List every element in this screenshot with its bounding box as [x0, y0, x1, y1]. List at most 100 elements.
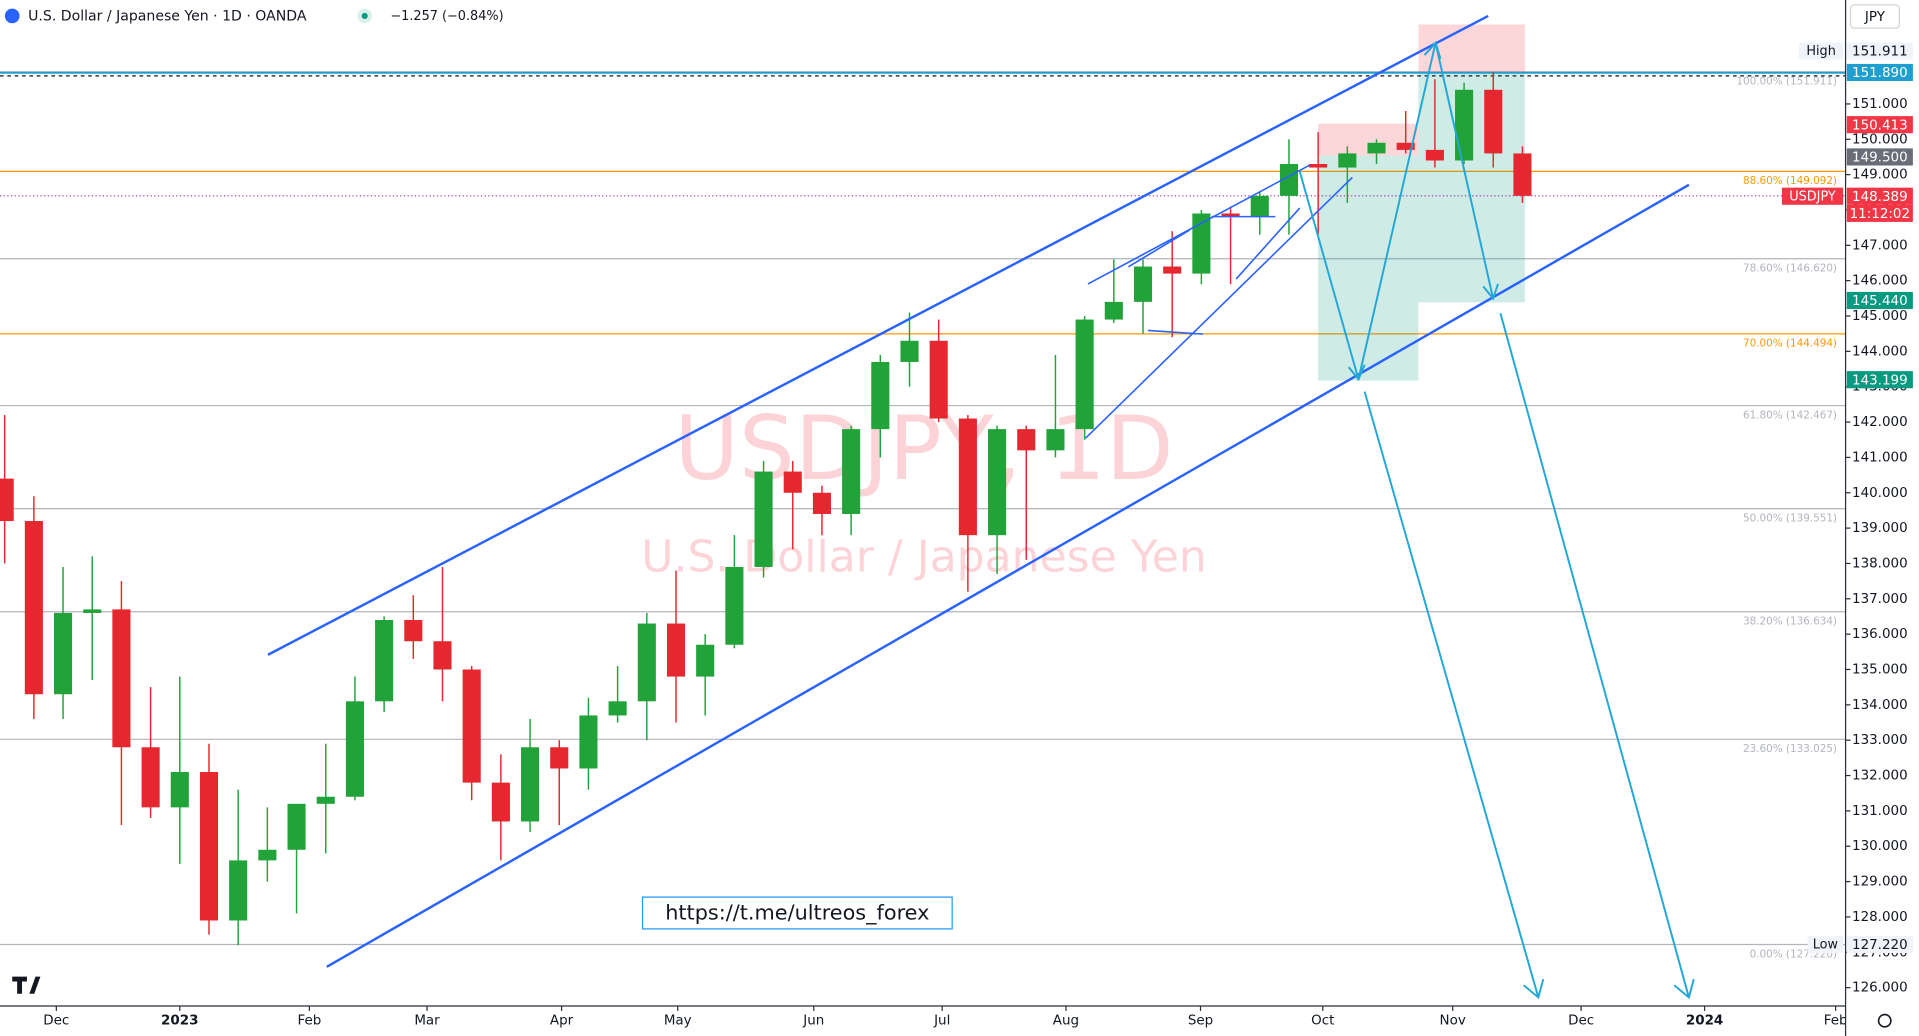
watermark-title: USDJPY, 1D	[674, 397, 1173, 500]
candle-body	[287, 803, 306, 850]
candle-body	[1163, 266, 1182, 274]
candle-body	[900, 340, 919, 362]
wedge-line	[1085, 176, 1353, 439]
y-tick-label: 129.000	[1852, 875, 1908, 890]
symbol-title: U.S. Dollar / Japanese Yen · 1D · OANDA	[28, 9, 307, 25]
y-tick-label: 126.000	[1852, 981, 1908, 996]
x-tick-label: May	[664, 1014, 692, 1029]
tv-logo	[12, 976, 41, 994]
candle-body	[579, 715, 598, 769]
projection-arrow	[1363, 391, 1540, 998]
wedge-line	[1235, 207, 1301, 280]
price-badge-label: 151.911	[1852, 45, 1908, 60]
candle-body	[491, 782, 510, 822]
candle-body	[316, 796, 335, 804]
price-axis: JPY 126.000127.000128.000129.000130.0001…	[1844, 0, 1919, 1036]
candle-body	[1104, 301, 1123, 320]
candle-body	[345, 701, 364, 797]
price-badge	[1846, 63, 1913, 82]
header: U.S. Dollar / Japanese Yen · 1D · OANDA …	[4, 8, 504, 25]
y-tick-label: 132.000	[1852, 769, 1908, 784]
candle-body	[521, 747, 540, 822]
currency[interactable]: JPY	[1864, 10, 1886, 25]
y-tick-label: 139.000	[1852, 521, 1908, 536]
price-badge-label: 148.389	[1852, 190, 1908, 205]
reward-box	[1318, 155, 1419, 381]
arrow-head	[1523, 978, 1545, 1000]
countdown-box	[1846, 204, 1913, 222]
candle-body	[53, 612, 73, 695]
price-badges: 151.911 High 151.890 150.413 149.500 148.389 U…	[1781, 42, 1913, 954]
arrow-head	[1347, 364, 1366, 382]
fib-label: 70.00% (144.494)	[1743, 338, 1837, 350]
candle-body	[1513, 153, 1532, 196]
currency-box[interactable]	[1849, 4, 1901, 29]
countdown: 11:12:02	[1850, 207, 1910, 222]
fib-label: 50.00% (139.551)	[1743, 512, 1837, 524]
candle-body	[1221, 213, 1240, 218]
candle-body	[112, 609, 131, 748]
candle-body	[1484, 89, 1503, 154]
projection-path	[1298, 42, 1495, 380]
candle-body	[1309, 164, 1328, 168]
y-tick-label: 134.000	[1852, 698, 1908, 713]
link-box	[641, 896, 953, 930]
candle-body	[1338, 153, 1357, 168]
y-tick-label: 133.000	[1852, 733, 1908, 748]
candle-body	[1017, 429, 1036, 451]
candle-body	[958, 418, 977, 536]
symbol-icon	[4, 8, 20, 24]
arrow-head	[1673, 978, 1695, 1000]
fib-label: 61.80% (142.467)	[1743, 409, 1837, 421]
price-tag-box	[1799, 42, 1844, 60]
projection-arrow	[1499, 313, 1690, 998]
y-tick-label: 141.000	[1852, 450, 1908, 465]
candle-body	[1075, 319, 1094, 430]
x-tick-label: 2023	[161, 1014, 198, 1029]
candle-body	[929, 340, 948, 419]
arrow-head	[1482, 283, 1499, 301]
y-tick-label: 140.000	[1852, 486, 1908, 501]
x-tick-label: Aug	[1053, 1014, 1079, 1029]
price-badge	[1846, 935, 1913, 954]
candle-body	[696, 644, 715, 677]
y-tick-label: 146.000	[1852, 274, 1908, 289]
candle-body	[199, 772, 219, 921]
y-tick-label: 142.000	[1852, 415, 1908, 430]
y-tick-label: 151.000	[1852, 97, 1908, 112]
x-tick-label: Jul	[933, 1014, 950, 1029]
candle-body	[754, 471, 773, 567]
price-badge-label: 145.440	[1852, 294, 1908, 309]
fib-label: 38.20% (136.634)	[1743, 616, 1837, 628]
time-axis: Dec 2023 Feb Mar Apr May Jun Jul Aug Sep Oct Nov Dec…	[0, 1005, 1919, 1036]
price-badge	[1846, 42, 1913, 60]
candle-body	[1250, 195, 1269, 218]
x-tick-label: Oct	[1311, 1014, 1334, 1029]
candle-body	[608, 701, 627, 716]
x-tick-label: Mar	[414, 1014, 440, 1029]
candle-body	[666, 623, 686, 677]
candle-body	[1133, 266, 1153, 302]
x-tick-label: Sep	[1188, 1014, 1213, 1029]
candle-body	[258, 849, 277, 861]
candle-body	[988, 429, 1007, 536]
candle-body	[1367, 142, 1386, 154]
y-tick-label: 135.000	[1852, 662, 1908, 677]
settings-icon[interactable]	[1877, 1013, 1892, 1028]
x-tick-label: Dec	[43, 1014, 69, 1029]
price-badge-label: 149.500	[1852, 151, 1908, 166]
link-text: https://t.me/ultreos_forex	[665, 901, 929, 925]
y-tick-label: 130.000	[1852, 839, 1908, 854]
price-axis-bg	[1845, 0, 1919, 1036]
y-tick-label: 150.000	[1852, 132, 1908, 147]
y-tick-label: 136.000	[1852, 627, 1908, 642]
candle-body	[229, 860, 248, 921]
price-badge-label: 127.220	[1852, 938, 1908, 953]
candle-body	[550, 747, 569, 769]
y-tick-label: 138.000	[1852, 556, 1908, 571]
status-dot	[361, 12, 368, 19]
x-tick-label: Dec	[1568, 1014, 1594, 1029]
time-axis-bg	[0, 1006, 1846, 1036]
y-tick-label: 137.000	[1852, 592, 1908, 607]
